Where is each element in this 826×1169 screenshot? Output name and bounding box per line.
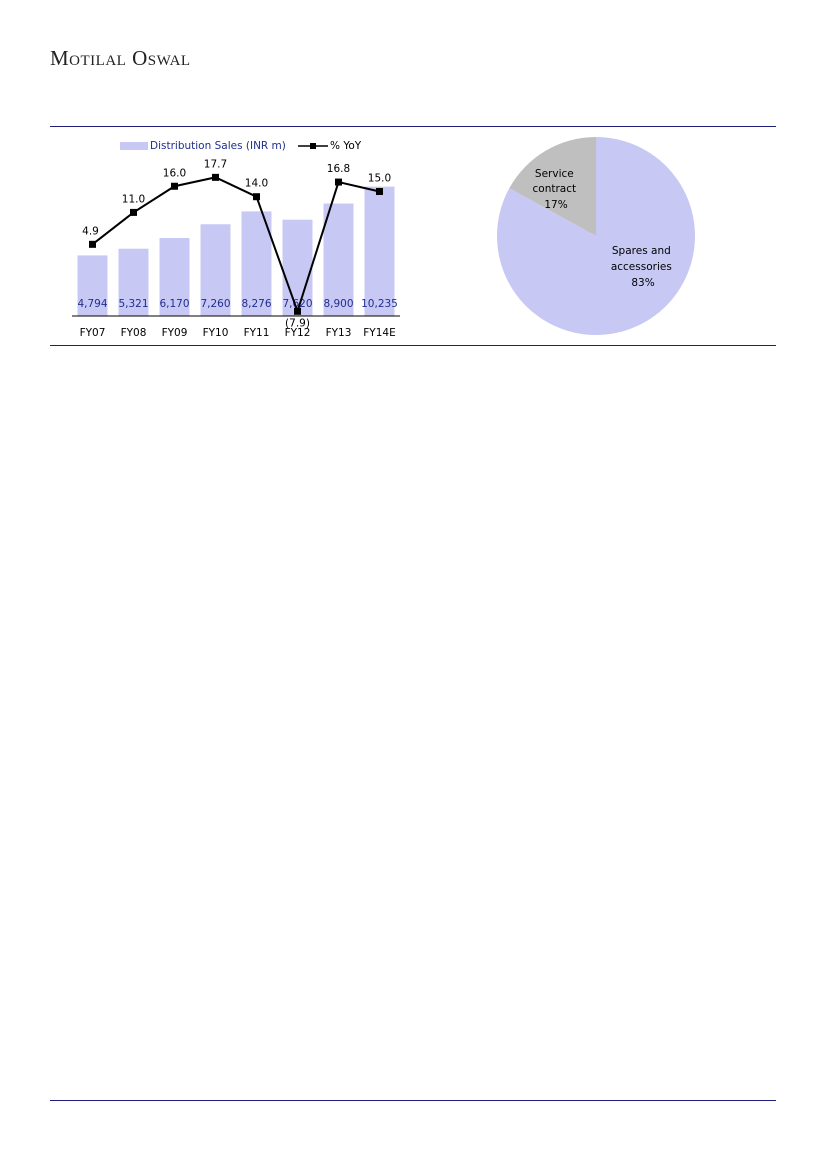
yoy-marker-fy11	[253, 193, 260, 201]
x-tick-fy09: FY09	[162, 327, 188, 339]
yoy-line	[91, 176, 380, 315]
pie-label-service: Service contract 17%	[533, 168, 580, 211]
bar-fy14e	[364, 186, 395, 316]
yoy-marker-fy09	[171, 182, 178, 190]
pie-label-service-line1: Service	[535, 168, 574, 180]
brand-logo: Motilal Oswal	[50, 46, 191, 70]
footer-rule	[50, 1100, 776, 1101]
yoy-marker-fy13	[335, 178, 342, 186]
yoy-label-fy14e: 15.0	[368, 172, 391, 184]
yoy-label-fy08: 11.0	[122, 193, 145, 205]
bar-fy09	[159, 238, 190, 316]
sales-combo-chart: Distribution Sales (INR m) % YoY 4,794 5,…	[72, 140, 400, 339]
bar-label-fy10: 7,260	[200, 298, 230, 310]
bar-label-fy08: 5,321	[118, 298, 148, 310]
yoy-label-fy11: 14.0	[245, 178, 268, 190]
legend-bar-swatch	[120, 142, 148, 150]
bar-label-fy11: 8,276	[241, 298, 271, 310]
pie-label-spares-line2: accessories	[611, 261, 672, 273]
bar-label-fy12: 7,620	[282, 298, 312, 310]
yoy-marker-fy07	[89, 240, 96, 248]
bar-label-fy14e: 10,235	[361, 298, 398, 310]
bar-fy12	[282, 219, 313, 316]
revenue-mix-pie-chart: Service contract 17% Spares and accessor…	[497, 137, 695, 335]
pie-label-spares-value: 83%	[631, 277, 654, 289]
top-rule	[50, 126, 776, 127]
yoy-label-fy12: (7.9)	[285, 317, 310, 329]
yoy-label-fy07: 4.9	[82, 225, 99, 237]
pie-slice-service	[509, 137, 596, 236]
x-tick-fy07: FY07	[80, 327, 106, 339]
chart-legend: Distribution Sales (INR m) % YoY	[120, 140, 362, 152]
yoy-label-fy10: 17.7	[204, 158, 227, 170]
x-tick-fy14e: FY14E	[363, 327, 395, 339]
yoy-marker-fy14e	[376, 187, 383, 195]
bar-label-fy13: 8,900	[323, 298, 353, 310]
pie-label-service-line2: contract	[533, 183, 577, 195]
x-tick-fy08: FY08	[121, 327, 147, 339]
bar-label-fy09: 6,170	[159, 298, 189, 310]
yoy-marker-fy12	[294, 307, 301, 315]
bar-fy10	[200, 224, 231, 316]
legend-line-marker	[310, 143, 316, 149]
pie-label-spares: Spares and accessories 83%	[611, 245, 675, 289]
bar-fy08	[118, 248, 149, 316]
x-tick-fy11: FY11	[244, 327, 270, 339]
bar-label-fy07: 4,794	[77, 298, 107, 310]
bar-fy13	[323, 203, 354, 316]
yoy-marker-fy10	[212, 173, 219, 181]
legend-bar-label: Distribution Sales (INR m)	[150, 140, 286, 152]
chart-bottom-rule	[50, 345, 776, 346]
x-tick-fy10: FY10	[203, 327, 229, 339]
yoy-marker-fy08	[130, 208, 137, 216]
mix-chart-panel: Service contract 17% Spares and accessor…	[420, 130, 772, 342]
legend-line-label: % YoY	[330, 140, 362, 152]
pie-slice-spares	[497, 137, 695, 335]
yoy-label-fy09: 16.0	[163, 167, 186, 179]
bar-fy07	[77, 255, 108, 316]
pie-label-service-value: 17%	[544, 199, 567, 211]
yoy-label-fy13: 16.8	[327, 163, 350, 175]
x-tick-fy13: FY13	[326, 327, 352, 339]
sales-chart-panel: Distribution Sales (INR m) % YoY 4,794 5,…	[52, 130, 410, 342]
x-tick-fy12: FY12	[285, 327, 311, 339]
bar-fy11	[241, 211, 272, 316]
pie-label-spares-line1: Spares and	[612, 245, 671, 257]
